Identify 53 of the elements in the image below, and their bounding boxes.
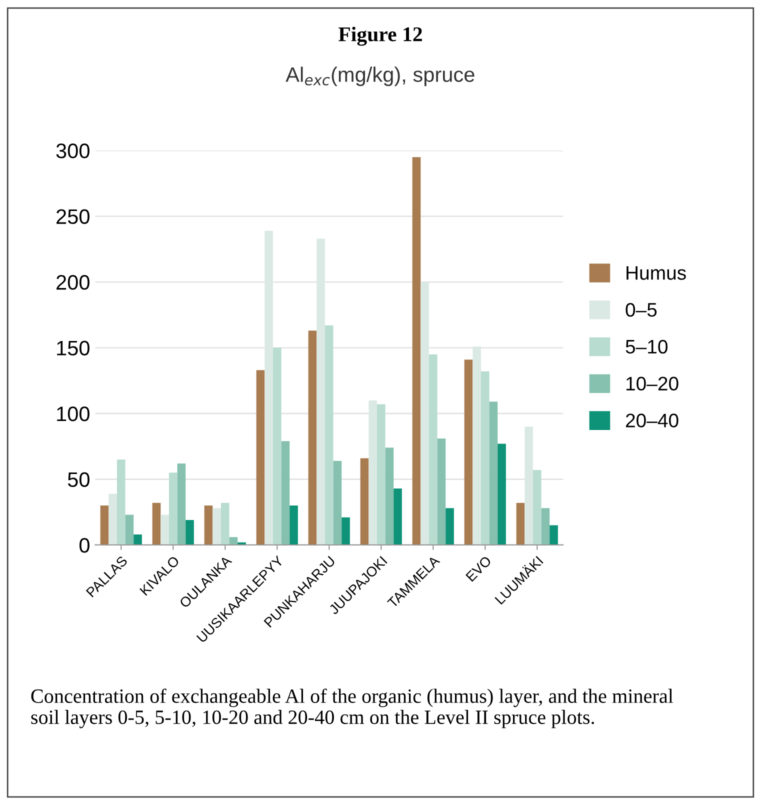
bar [108,494,117,545]
bar [480,371,490,545]
legend-label: 20–40 [626,414,678,428]
legend-label: 0–5 [626,302,657,317]
bar [412,157,421,545]
bar [428,354,438,545]
bar [437,438,446,545]
bar [152,502,161,545]
legend-label: Humus [626,266,686,280]
bar [134,534,142,545]
bar [100,506,109,545]
bar [177,463,186,545]
bar [116,460,126,545]
bar [160,514,169,545]
bar [229,537,238,545]
bar [324,325,334,545]
bar [541,508,550,545]
text: Concentration of exchangeable Al of the organic (humus) layer, and the mineral soil layers 0-5, 5-10, 10-20 and 20-40 cm on the Level II spruce plots. [31,688,674,728]
bar [394,488,402,545]
bar [168,472,178,545]
bar [308,330,317,545]
bar [489,402,498,545]
chart-title: Figure 12 [338,26,422,46]
bar [333,460,342,545]
y-tick-label: 100 [57,406,90,422]
bar [204,506,213,545]
bar [212,508,221,545]
legend-label: 10–20 [626,376,678,391]
y-tick-label: 250 [56,209,90,224]
bar [256,370,265,545]
bar [281,441,290,545]
bar [272,348,282,545]
chart-subtitle: Al$_{exc}$(mg/kg), spruce [286,66,474,86]
bar [376,404,386,545]
y-tick-label: 300 [56,144,90,158]
bar [220,502,230,545]
y-tick-label: 150 [57,340,90,356]
bar [290,506,298,545]
bar [385,448,394,545]
bar [464,360,473,545]
bar [532,470,542,545]
bar [342,517,350,545]
y-tick-label: 0 [79,538,90,553]
bar [125,514,134,545]
y-tick-label: 50 [68,472,90,487]
bar [550,525,558,545]
bar [186,520,194,545]
bar [446,508,454,545]
legend-label: 5–10 [626,340,668,354]
bar [498,444,506,545]
y-tick-label: 200 [56,275,90,290]
bar [516,502,525,545]
bar [360,458,369,545]
